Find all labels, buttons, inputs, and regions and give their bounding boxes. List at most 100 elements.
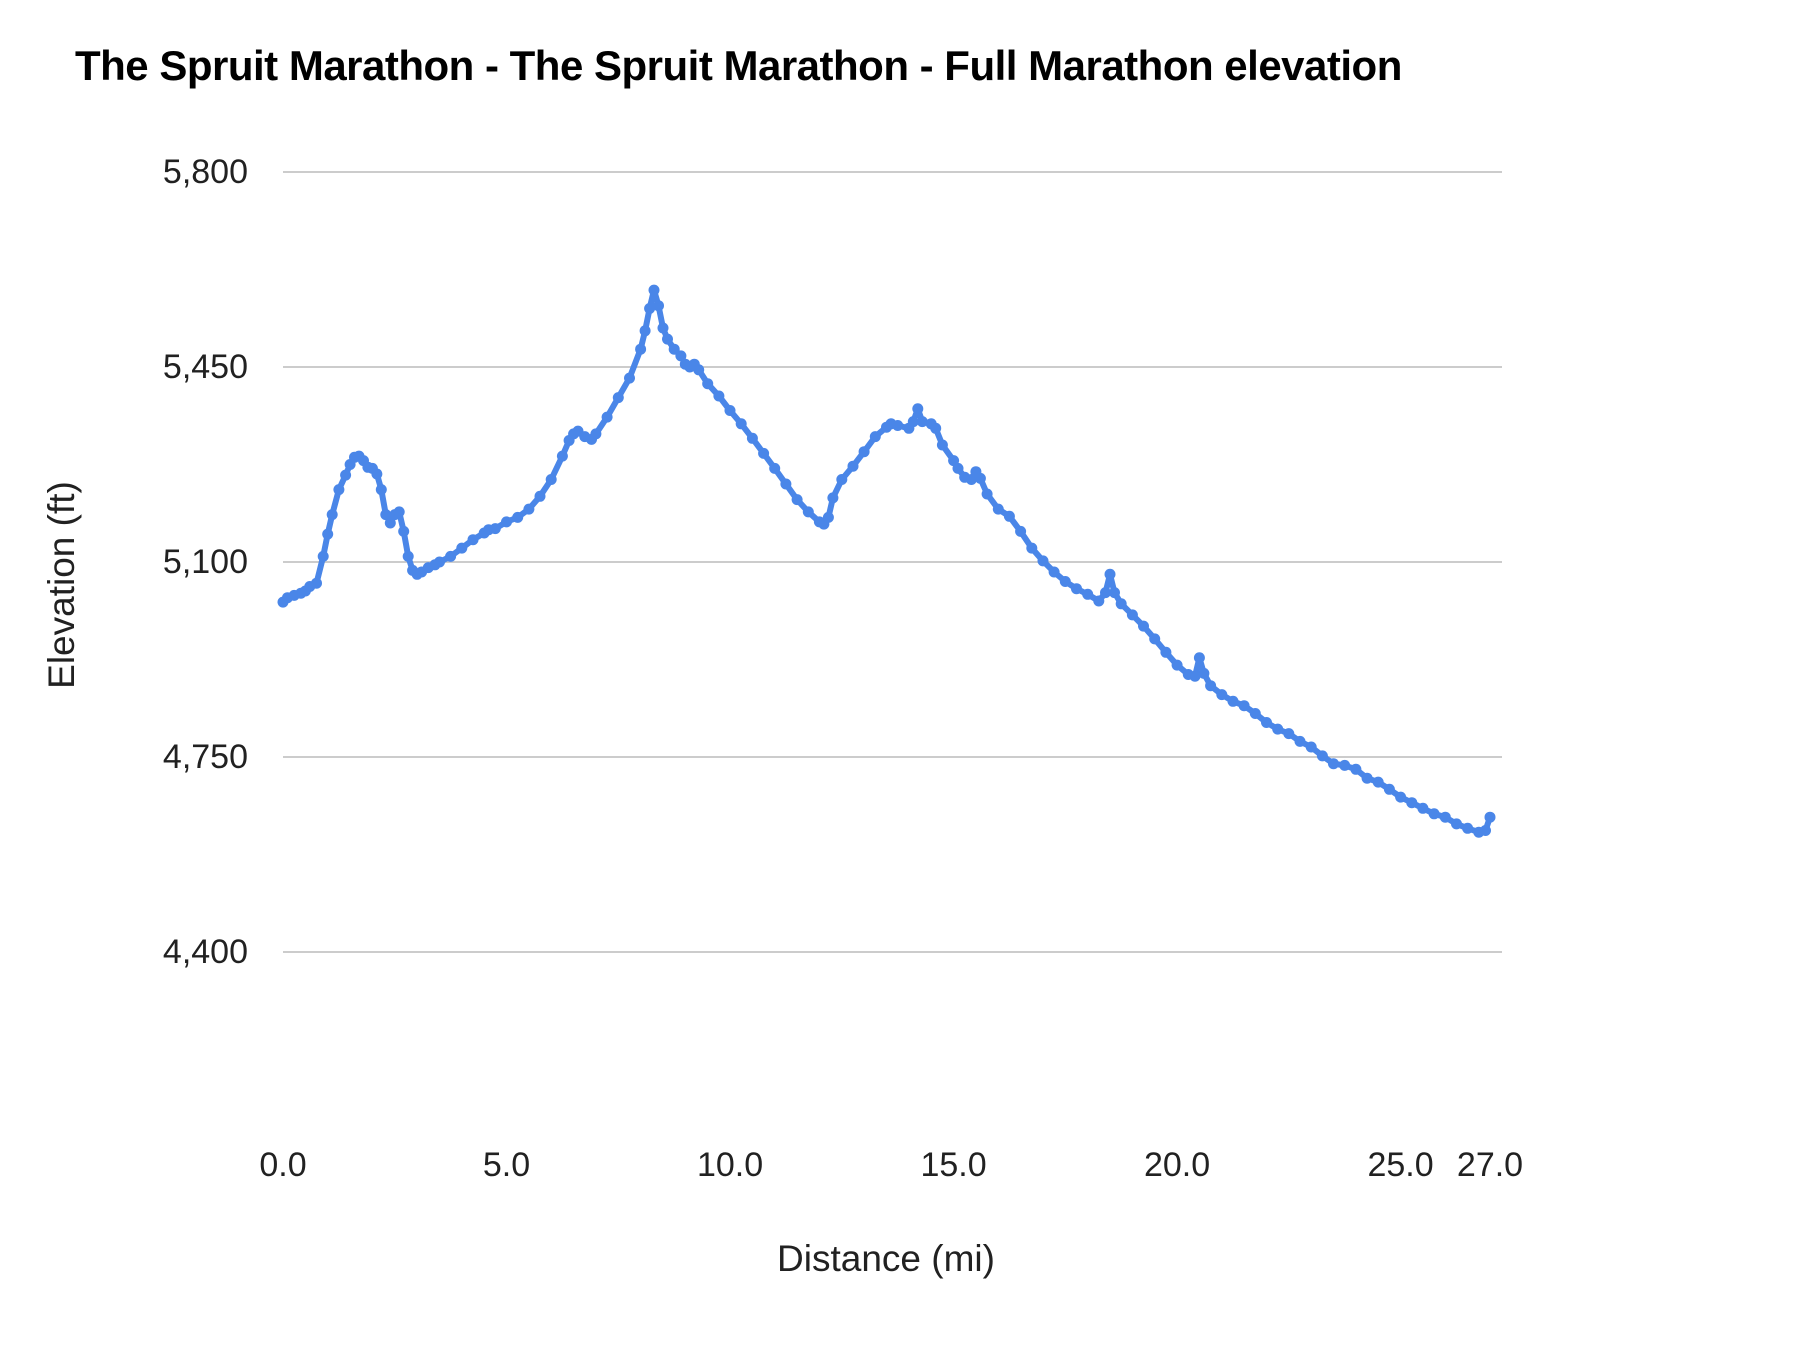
data-point-marker xyxy=(1417,802,1429,814)
data-point-marker xyxy=(639,325,651,337)
data-point-marker xyxy=(791,494,803,506)
data-point-marker xyxy=(1451,818,1462,830)
data-point-marker xyxy=(675,350,687,362)
data-point-marker xyxy=(434,556,445,568)
data-point-marker xyxy=(1205,680,1217,692)
data-point-marker xyxy=(780,478,792,490)
data-point-marker xyxy=(624,372,635,384)
x-tick-label: 25.0 xyxy=(1367,1146,1434,1184)
data-point-marker xyxy=(1026,542,1038,554)
data-point-marker xyxy=(398,525,410,537)
data-point-marker xyxy=(822,511,834,523)
data-point-marker xyxy=(648,284,660,296)
data-point-marker xyxy=(322,528,334,540)
data-point-marker xyxy=(1361,772,1373,784)
data-point-marker xyxy=(746,432,758,444)
data-point-marker xyxy=(467,534,479,546)
data-point-marker xyxy=(590,428,602,440)
data-point-marker xyxy=(1305,741,1317,753)
data-point-marker xyxy=(1350,763,1362,775)
data-point-marker xyxy=(858,446,870,458)
data-point-marker xyxy=(662,333,673,345)
data-point-marker xyxy=(635,343,647,355)
data-point-marker xyxy=(1395,791,1407,803)
data-point-marker xyxy=(1249,708,1261,719)
data-point-marker xyxy=(1138,620,1149,632)
x-tick-label: 10.0 xyxy=(696,1146,764,1184)
x-tick-label: 27.0 xyxy=(1456,1146,1524,1184)
data-point-marker xyxy=(1283,728,1295,740)
data-point-marker xyxy=(869,431,881,443)
data-point-marker xyxy=(489,523,501,535)
data-point-marker xyxy=(769,462,781,474)
data-point-marker xyxy=(545,474,557,485)
data-point-marker xyxy=(1484,811,1496,823)
data-point-marker xyxy=(1059,576,1071,587)
data-point-marker xyxy=(1126,609,1138,621)
data-point-marker xyxy=(974,472,986,484)
data-point-marker xyxy=(1294,735,1306,747)
chart-title: The Spruit Marathon - The Spruit Maratho… xyxy=(75,42,1402,89)
data-point-marker xyxy=(1115,598,1127,610)
data-point-marker xyxy=(936,439,948,451)
y-tick-label: 4,400 xyxy=(162,933,248,971)
data-point-marker xyxy=(1339,759,1351,771)
data-point-marker xyxy=(1406,797,1418,809)
data-point-marker xyxy=(1189,670,1201,682)
data-point-marker xyxy=(802,506,814,518)
data-point-marker xyxy=(992,503,1004,515)
y-tick-label: 5,800 xyxy=(162,153,248,191)
data-point-marker xyxy=(1316,750,1328,762)
data-point-marker xyxy=(1198,667,1210,679)
data-point-marker xyxy=(340,469,352,481)
data-point-marker xyxy=(1261,717,1272,728)
data-point-marker xyxy=(456,542,468,554)
data-point-marker xyxy=(1071,583,1082,595)
data-point-marker xyxy=(1149,633,1161,645)
data-point-marker xyxy=(384,517,396,529)
data-point-marker xyxy=(445,550,457,562)
x-axis-title: Distance (mi) xyxy=(777,1238,995,1279)
data-point-marker xyxy=(827,492,839,504)
data-point-marker xyxy=(311,577,322,589)
data-point-marker xyxy=(612,392,624,404)
data-point-marker xyxy=(501,516,512,528)
data-point-marker xyxy=(393,506,405,518)
data-point-marker xyxy=(1100,587,1111,599)
data-point-marker xyxy=(1462,822,1474,834)
y-tick-label: 5,100 xyxy=(162,543,248,581)
data-point-marker xyxy=(1109,587,1120,599)
x-tick-label: 20.0 xyxy=(1143,1146,1211,1184)
data-point-marker xyxy=(1048,566,1060,578)
data-point-marker xyxy=(1082,588,1094,600)
data-point-marker xyxy=(512,511,524,523)
data-point-marker xyxy=(847,460,859,472)
data-point-marker xyxy=(1037,555,1049,567)
data-point-marker xyxy=(1428,808,1440,820)
data-point-marker xyxy=(644,303,656,314)
data-point-marker xyxy=(653,300,664,312)
data-point-marker xyxy=(836,474,848,485)
data-point-marker xyxy=(1193,652,1205,664)
data-point-marker xyxy=(1093,595,1105,607)
data-point-marker xyxy=(1238,700,1250,712)
data-point-marker xyxy=(1216,689,1228,701)
data-point-marker xyxy=(907,416,919,428)
data-point-marker xyxy=(1003,510,1015,522)
data-point-marker xyxy=(534,490,546,502)
data-point-marker xyxy=(371,468,383,480)
y-tick-label: 5,450 xyxy=(162,348,248,386)
x-tick-label: 15.0 xyxy=(920,1146,987,1184)
y-tick-label: 4,750 xyxy=(162,738,248,776)
data-point-marker xyxy=(912,403,924,415)
data-point-marker xyxy=(1171,659,1183,671)
data-point-marker xyxy=(930,422,942,434)
x-tick-label: 0.0 xyxy=(259,1146,307,1184)
data-point-marker xyxy=(892,420,904,431)
data-point-marker xyxy=(1160,646,1172,658)
data-point-marker xyxy=(758,447,770,459)
data-point-marker xyxy=(556,450,568,462)
x-tick-label: 5.0 xyxy=(482,1146,531,1184)
